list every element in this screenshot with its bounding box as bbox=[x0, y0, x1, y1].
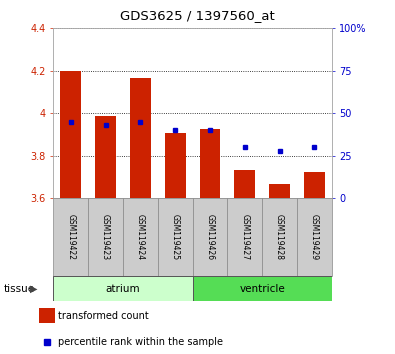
Text: ▶: ▶ bbox=[30, 284, 37, 293]
FancyBboxPatch shape bbox=[88, 198, 123, 276]
Text: atrium: atrium bbox=[105, 284, 140, 293]
FancyBboxPatch shape bbox=[297, 198, 332, 276]
Bar bbox=[165, 133, 186, 198]
Text: GSM119428: GSM119428 bbox=[275, 214, 284, 260]
Bar bbox=[95, 116, 116, 198]
FancyBboxPatch shape bbox=[262, 198, 297, 276]
Bar bbox=[269, 184, 290, 198]
Bar bbox=[39, 308, 55, 323]
Text: GSM119422: GSM119422 bbox=[66, 214, 75, 260]
Bar bbox=[234, 170, 255, 198]
FancyBboxPatch shape bbox=[158, 198, 193, 276]
Bar bbox=[304, 172, 325, 198]
Text: transformed count: transformed count bbox=[58, 311, 149, 321]
Text: GDS3625 / 1397560_at: GDS3625 / 1397560_at bbox=[120, 9, 275, 22]
FancyBboxPatch shape bbox=[53, 276, 193, 301]
FancyBboxPatch shape bbox=[228, 198, 262, 276]
Bar bbox=[130, 78, 151, 198]
FancyBboxPatch shape bbox=[193, 198, 228, 276]
Text: GSM119426: GSM119426 bbox=[205, 214, 214, 260]
FancyBboxPatch shape bbox=[193, 276, 332, 301]
Text: GSM119427: GSM119427 bbox=[240, 214, 249, 260]
Text: ventricle: ventricle bbox=[239, 284, 285, 293]
Text: GSM119429: GSM119429 bbox=[310, 214, 319, 260]
Text: GSM119425: GSM119425 bbox=[171, 214, 180, 260]
Text: tissue: tissue bbox=[4, 284, 35, 293]
Text: GSM119423: GSM119423 bbox=[101, 214, 110, 260]
Text: GSM119424: GSM119424 bbox=[136, 214, 145, 260]
FancyBboxPatch shape bbox=[53, 198, 88, 276]
Text: percentile rank within the sample: percentile rank within the sample bbox=[58, 337, 223, 347]
FancyBboxPatch shape bbox=[123, 198, 158, 276]
Bar bbox=[60, 71, 81, 198]
Bar bbox=[199, 129, 220, 198]
